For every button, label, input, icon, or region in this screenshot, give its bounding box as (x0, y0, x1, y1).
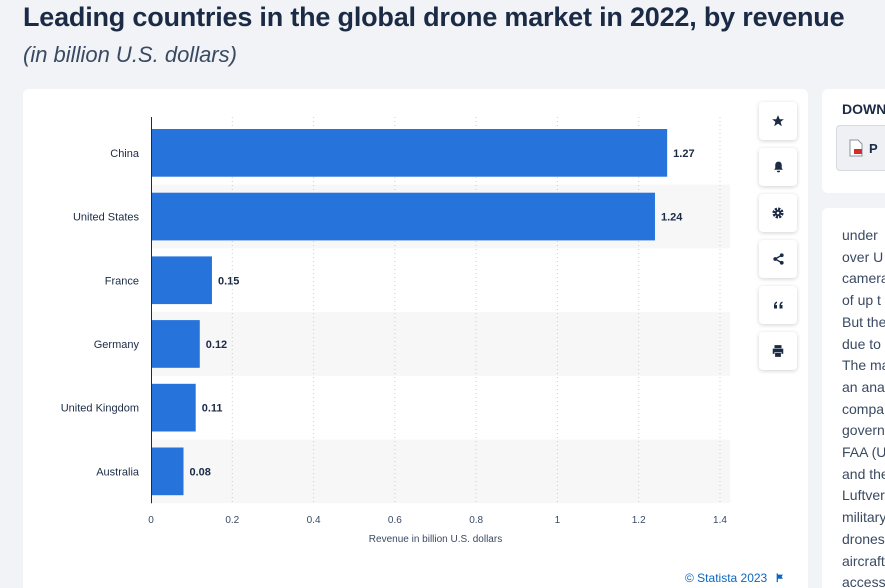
description-line: of up t (842, 292, 881, 309)
x-tick-label: 0.2 (225, 515, 239, 526)
favorite-button[interactable] (759, 102, 797, 140)
value-label: 0.15 (218, 275, 239, 287)
gear-icon (772, 207, 784, 219)
statista-credit[interactable]: © Statista 2023 (685, 571, 785, 585)
description-line: Luftver (842, 487, 885, 504)
description-text: under over U camera of up t But the due to The… (842, 225, 885, 588)
bell-icon (773, 161, 783, 173)
description-line: over U (842, 248, 884, 265)
description-line: FAA (U (842, 444, 885, 461)
bar (151, 320, 200, 368)
category-label: France (105, 275, 139, 287)
row-band (151, 312, 730, 376)
settings-button[interactable] (759, 194, 797, 232)
value-label: 1.24 (661, 212, 683, 224)
x-tick-label: 0.4 (307, 515, 321, 526)
download-title: DOWN (842, 101, 885, 117)
cite-button[interactable] (759, 286, 797, 324)
description-line: compa (842, 400, 885, 417)
print-button[interactable] (759, 332, 797, 370)
chart-subtitle: (in billion U.S. dollars) (23, 42, 237, 67)
bar-chart: China 1.27 United States 1.24 France 0.15 Germ… (61, 117, 730, 545)
description-line: and the (842, 465, 885, 482)
category-label: Germany (94, 339, 140, 351)
pdf-label: P (869, 140, 878, 156)
value-label: 0.11 (202, 403, 223, 415)
description-line: aircraft (842, 552, 885, 569)
category-label: United Kingdom (61, 403, 139, 415)
share-button[interactable] (759, 240, 797, 278)
value-label: 0.08 (190, 466, 211, 478)
value-label: 0.12 (206, 339, 227, 351)
flag-icon[interactable] (775, 572, 785, 583)
bar (151, 256, 212, 305)
x-axis-label: Revenue in billion U.S. dollars (369, 534, 502, 545)
share-icon (772, 253, 784, 265)
x-tick-label: 0 (148, 515, 154, 526)
description-panel: under over U camera of up t But the due to The… (822, 208, 885, 588)
description-line: drones (842, 530, 885, 547)
description-line: access (842, 574, 885, 588)
value-label: 1.27 (673, 148, 694, 160)
x-tick-label: 0.8 (469, 515, 483, 526)
credit-text[interactable]: © Statista 2023 (685, 571, 768, 585)
notification-button[interactable] (759, 148, 797, 186)
description-line: an ana (842, 378, 885, 395)
bar (151, 383, 196, 432)
description-line: due to (842, 335, 881, 352)
chart-title: Leading countries in the global drone ma… (23, 2, 845, 32)
pdf-file-icon (849, 139, 863, 157)
pdf-download-button[interactable]: P (836, 125, 885, 171)
bar (151, 447, 184, 496)
description-line: military (842, 509, 885, 526)
print-icon (772, 345, 784, 357)
bar (151, 129, 668, 177)
x-tick-label: 0.6 (388, 515, 402, 526)
description-line: under (842, 227, 878, 243)
bar (151, 192, 655, 241)
chart-card: China 1.27 United States 1.24 France 0.15 Germ… (23, 89, 808, 588)
quote-icon (773, 301, 782, 309)
x-tick-label: 1 (555, 515, 561, 526)
category-label: Australia (96, 466, 140, 478)
row-band (151, 439, 730, 504)
description-line: camera (842, 270, 885, 287)
x-tick-label: 1.4 (713, 515, 727, 526)
description-line: govern (842, 422, 885, 439)
star-icon (772, 115, 784, 127)
description-line: But the (842, 313, 885, 330)
download-panel: DOWN P (822, 89, 885, 193)
description-line: The ma (842, 357, 885, 374)
category-label: China (110, 148, 140, 160)
category-label: United States (73, 212, 140, 224)
x-tick-label: 1.2 (632, 515, 646, 526)
